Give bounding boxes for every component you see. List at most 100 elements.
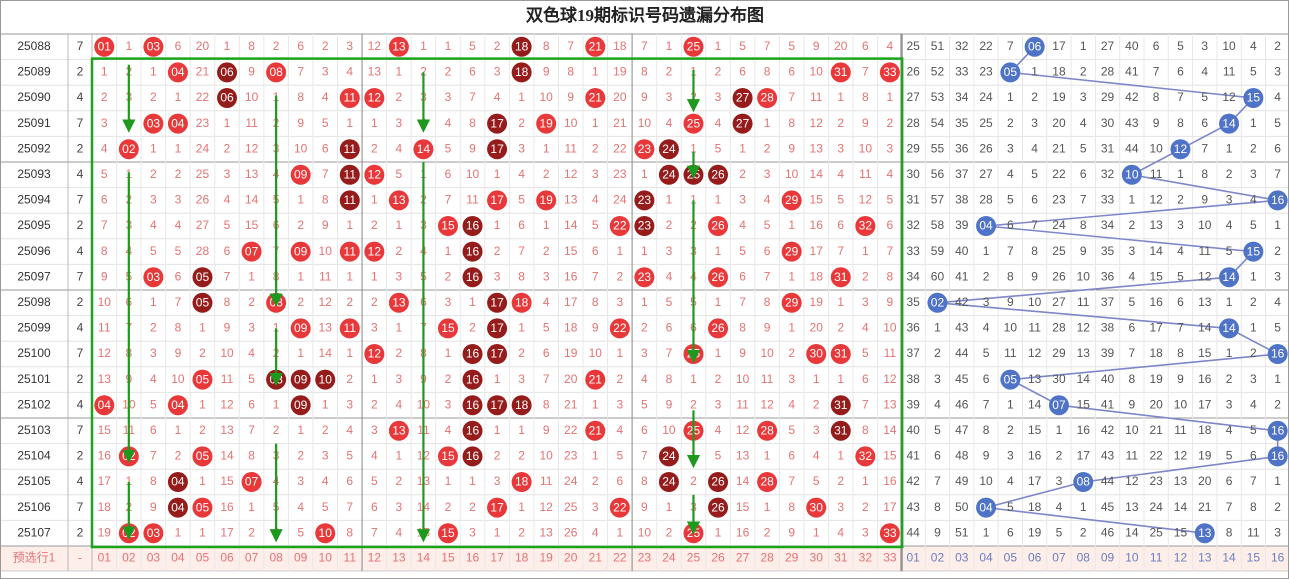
red-miss: 20 — [196, 39, 210, 53]
footer-red: 29 — [785, 551, 799, 565]
red-miss: 5 — [592, 218, 599, 232]
red-miss: 4 — [445, 116, 452, 130]
red-miss: 9 — [101, 269, 108, 283]
red-ball — [806, 344, 827, 364]
blue-miss: 32 — [906, 218, 920, 232]
red-hit: 24 — [662, 142, 676, 156]
red-miss: 4 — [592, 525, 599, 539]
blue-miss: 42 — [1125, 90, 1139, 104]
red-hit: 12 — [368, 244, 382, 258]
blue-miss: 9 — [1129, 397, 1136, 411]
red-miss: 3 — [592, 167, 599, 181]
red-ball — [708, 216, 729, 236]
blue-ball — [1219, 267, 1240, 288]
blue-miss: 4 — [1129, 269, 1136, 283]
blue-miss: 7 — [1177, 321, 1184, 335]
red-miss: 15 — [736, 500, 750, 514]
red-miss: 1 — [715, 193, 722, 207]
red-miss: 10 — [662, 423, 676, 437]
red-miss: 10 — [539, 90, 553, 104]
footer-red: 05 — [196, 551, 210, 565]
issue: 25097 — [17, 269, 51, 283]
red-hit: 19 — [539, 116, 553, 130]
red-miss: 3 — [322, 65, 329, 79]
red-miss: 5 — [887, 193, 894, 207]
red-miss: 1 — [715, 244, 722, 258]
red-miss: 1 — [469, 295, 476, 309]
blue-miss: 17 — [1149, 321, 1163, 335]
blue-miss: 26 — [906, 65, 920, 79]
red-ball — [781, 292, 802, 313]
red-miss: 1 — [445, 474, 452, 488]
red-hit: 10 — [319, 526, 333, 540]
red-miss: 5 — [788, 39, 795, 53]
red-miss: 10 — [466, 167, 480, 181]
blue-miss: 21 — [1149, 423, 1163, 437]
red-miss: 3 — [715, 397, 722, 411]
blue-miss: 10 — [1174, 397, 1188, 411]
blue-miss: 4 — [1250, 39, 1257, 53]
red-ball — [487, 190, 508, 211]
blue-miss: 18 — [1052, 65, 1066, 79]
sum-digit: 2 — [77, 65, 84, 79]
red-miss: 7 — [346, 500, 353, 514]
red-miss: 2 — [518, 346, 525, 360]
red-miss: 5 — [813, 474, 820, 488]
blue-miss: 2 — [1056, 449, 1063, 463]
red-miss: 6 — [150, 423, 157, 437]
red-hit: 31 — [834, 270, 848, 284]
red-miss: 7 — [371, 525, 378, 539]
blue-miss: 14 — [1149, 244, 1163, 258]
blue-miss: 3 — [1250, 167, 1257, 181]
blue-miss: 40 — [1125, 39, 1139, 53]
blue-miss: 7 — [1007, 244, 1014, 258]
red-miss: 15 — [245, 218, 259, 232]
red-hit: 04 — [171, 500, 185, 514]
red-miss: 23 — [196, 116, 210, 130]
red-miss: 22 — [196, 90, 210, 104]
red-miss: 2 — [837, 116, 844, 130]
red-miss: 2 — [494, 39, 501, 53]
red-miss: 7 — [518, 244, 525, 258]
blue-miss: 20 — [1052, 116, 1066, 130]
red-miss: 2 — [371, 397, 378, 411]
red-ball — [437, 318, 458, 339]
red-miss: 7 — [764, 269, 771, 283]
red-hit: 15 — [441, 219, 455, 233]
red-miss: 3 — [616, 295, 623, 309]
red-hit: 08 — [269, 65, 283, 79]
blue-miss: 6 — [1250, 449, 1257, 463]
red-miss: 1 — [420, 39, 427, 53]
blue-miss: 29 — [906, 141, 920, 155]
blue-miss: 3 — [983, 295, 990, 309]
red-ball — [658, 472, 679, 492]
red-miss: 3 — [150, 193, 157, 207]
blue-miss: 40 — [906, 423, 920, 437]
blue-miss: 19 — [1028, 525, 1042, 539]
red-hit: 21 — [589, 372, 603, 386]
red-miss: 9 — [322, 218, 329, 232]
red-miss: 8 — [887, 269, 894, 283]
blue-miss: 10 — [1222, 39, 1236, 53]
red-miss: 1 — [150, 65, 157, 79]
blue-miss: 13 — [1077, 346, 1091, 360]
red-miss: 3 — [371, 321, 378, 335]
blue-miss: 14 — [1125, 525, 1139, 539]
red-hit: 10 — [319, 372, 333, 386]
issue: 25100 — [17, 346, 51, 360]
footer-red: 25 — [687, 551, 701, 565]
blue-ball — [1243, 88, 1264, 108]
red-miss: 14 — [736, 474, 750, 488]
red-hit: 23 — [638, 219, 652, 233]
blue-miss: 1 — [1031, 65, 1038, 79]
blue-miss: 11 — [1247, 525, 1260, 539]
blue-miss: 5 — [1250, 65, 1257, 79]
red-miss: 7 — [887, 244, 894, 258]
red-miss: 2 — [150, 167, 157, 181]
red-ball — [511, 395, 532, 416]
red-miss: 1 — [199, 474, 206, 488]
blue-miss: 4 — [1274, 295, 1281, 309]
red-ball — [192, 497, 213, 518]
blue-miss: 11 — [1004, 346, 1017, 360]
red-miss: 2 — [248, 525, 255, 539]
